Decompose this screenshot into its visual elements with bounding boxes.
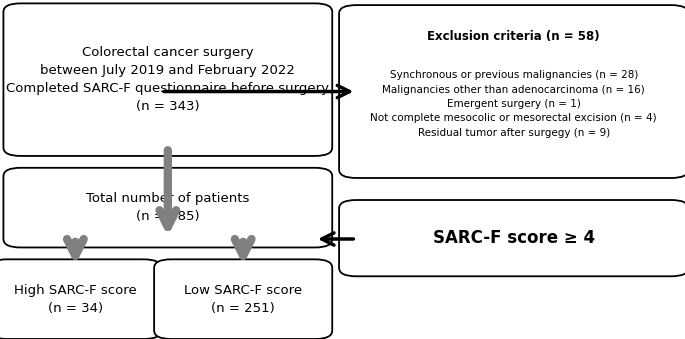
FancyBboxPatch shape (3, 168, 332, 247)
Text: Synchronous or previous malignancies (n = 28)
Malignancies other than adenocarci: Synchronous or previous malignancies (n … (371, 70, 657, 138)
FancyBboxPatch shape (339, 200, 685, 276)
Text: SARC-F score ≥ 4: SARC-F score ≥ 4 (433, 229, 595, 247)
FancyBboxPatch shape (3, 3, 332, 156)
FancyBboxPatch shape (154, 259, 332, 339)
Text: Low SARC-F score
(n = 251): Low SARC-F score (n = 251) (184, 284, 302, 315)
Text: High SARC-F score
(n = 34): High SARC-F score (n = 34) (14, 284, 137, 315)
FancyBboxPatch shape (339, 5, 685, 178)
Text: Exclusion criteria (n = 58): Exclusion criteria (n = 58) (427, 31, 600, 43)
FancyBboxPatch shape (0, 259, 161, 339)
Text: Colorectal cancer surgery
between July 2019 and February 2022
Completed SARC-F q: Colorectal cancer surgery between July 2… (6, 46, 329, 113)
Text: Total number of patients
(n = 285): Total number of patients (n = 285) (86, 192, 249, 223)
